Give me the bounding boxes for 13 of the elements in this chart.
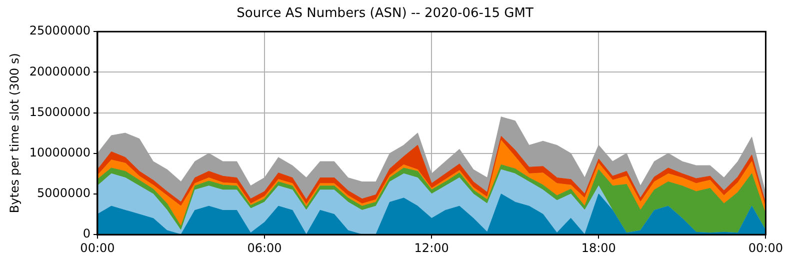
y-tick-label: 25000000 [29, 24, 90, 38]
x-tick-label: 06:00 [247, 240, 282, 255]
x-tick-label: 18:00 [581, 240, 616, 255]
x-tick-label: 12:00 [414, 240, 449, 255]
chart-title: Source AS Numbers (ASN) -- 2020-06-15 GMT [236, 6, 534, 22]
y-tick-label: 5000000 [37, 186, 90, 200]
y-tick-label: 15000000 [29, 104, 90, 119]
x-tick-label: 00:00 [748, 240, 784, 255]
y-axis-title: Bytes per time slot (300 s) [7, 53, 22, 214]
y-tick-label: 0 [82, 226, 90, 241]
x-tick-label: 00:00 [80, 240, 115, 255]
y-tick-label: 20000000 [29, 64, 90, 78]
y-tick-label: 10000000 [29, 146, 90, 160]
